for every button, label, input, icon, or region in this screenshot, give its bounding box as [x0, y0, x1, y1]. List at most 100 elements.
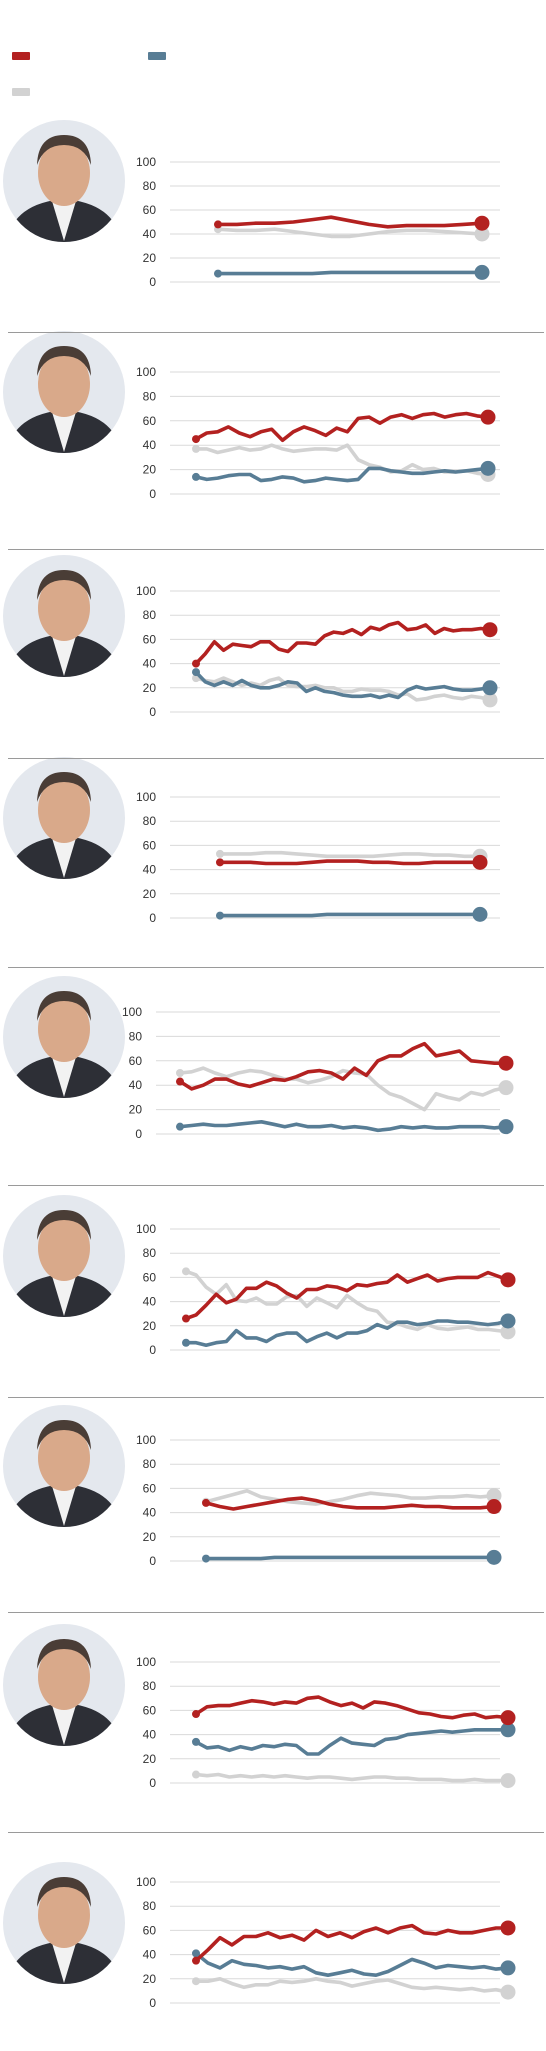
y-tick-label: 0: [149, 911, 156, 925]
y-tick-label: 0: [149, 1996, 156, 2010]
candidate-photo: [3, 1405, 125, 1527]
chart-6: 0 20 40 60 80 100: [3, 1195, 516, 1357]
series-end-marker: [486, 1549, 502, 1565]
portrait: [6, 1420, 122, 1527]
y-tick-label: 100: [136, 584, 156, 598]
series-end-marker: [482, 692, 498, 708]
series-start-marker: [192, 1770, 200, 1779]
y-tick-label: 40: [143, 227, 157, 241]
y-tick-label: 0: [149, 1776, 156, 1790]
series-start-marker: [216, 849, 224, 858]
panel-divider: [8, 1612, 544, 1613]
y-tick-label: 0: [149, 487, 156, 501]
face-shape: [38, 777, 90, 843]
series-line: [218, 850, 482, 859]
series-line: [204, 1555, 496, 1561]
panel-divider: [8, 1397, 544, 1398]
y-tick-label: 100: [122, 1005, 142, 1019]
series-start-marker: [216, 858, 224, 867]
legend-swatch-blue: [148, 52, 166, 60]
series-line: [216, 270, 484, 276]
candidate-photo: [3, 1624, 125, 1746]
series-line: [194, 411, 490, 443]
series-start-marker: [192, 472, 200, 481]
y-tick-label: 80: [143, 1246, 157, 1260]
candidate-photo: [3, 555, 125, 677]
series-line: [204, 1496, 496, 1511]
series-start-marker: [182, 1267, 190, 1276]
y-tick-label: 80: [143, 1457, 157, 1471]
hair-shape: [37, 772, 91, 802]
y-tick-label: 40: [129, 1078, 143, 1092]
series-line: [184, 1269, 510, 1334]
series-end-marker: [500, 1984, 516, 2000]
series-line: [194, 670, 492, 700]
hair-shape: [37, 570, 91, 600]
hair-shape: [37, 1877, 91, 1907]
series-line: [218, 859, 482, 866]
series-start-marker: [192, 1977, 200, 1986]
y-tick-label: 100: [136, 1655, 156, 1669]
y-tick-label: 0: [149, 275, 156, 289]
y-tick-label: 80: [143, 1899, 157, 1913]
y-tick-label: 80: [129, 1029, 143, 1043]
portrait: [6, 346, 122, 453]
shirt-shape: [52, 412, 76, 452]
series-line: [184, 1270, 510, 1321]
y-tick-label: 60: [143, 632, 157, 646]
series-line: [194, 1695, 510, 1720]
series-end-marker: [498, 1119, 514, 1135]
face-shape: [38, 351, 90, 417]
series-end-marker: [498, 1080, 514, 1096]
series-start-marker: [192, 659, 200, 668]
y-tick-label: 40: [143, 863, 157, 877]
series-line: [194, 1977, 510, 1994]
y-tick-label: 100: [136, 155, 156, 169]
series-end-marker: [486, 1499, 502, 1515]
face-shape: [38, 140, 90, 206]
y-tick-label: 60: [143, 1703, 157, 1717]
chart-1: 0 20 40 60 80 100: [3, 120, 500, 289]
series-start-marker: [202, 1554, 210, 1563]
chart-3: 0 20 40 60 80 100: [3, 555, 500, 719]
panel-divider: [8, 332, 544, 333]
y-tick-label: 80: [143, 179, 157, 193]
y-tick-label: 40: [143, 1295, 157, 1309]
y-tick-label: 20: [143, 1752, 157, 1766]
panel-divider: [8, 758, 544, 759]
face-shape: [38, 1425, 90, 1491]
series-start-marker: [214, 220, 222, 229]
series-line: [194, 1923, 510, 1963]
series-line: [194, 1728, 510, 1756]
candidate-photo: [3, 1862, 125, 1984]
series-line: [218, 912, 482, 918]
portrait: [6, 991, 122, 1098]
chart-7: 0 20 40 60 80 100: [3, 1405, 502, 1568]
candidate-photo: [3, 331, 125, 453]
shirt-shape: [52, 1705, 76, 1745]
series-end-marker: [486, 1488, 502, 1504]
series-line: [184, 1319, 510, 1347]
chart-2: 0 20 40 60 80 100: [3, 331, 500, 501]
chart-4: 0 20 40 60 80 100: [3, 757, 500, 925]
series-start-marker: [182, 1338, 190, 1347]
y-tick-label: 40: [143, 438, 157, 452]
series-end-marker: [474, 226, 490, 242]
y-tick-label: 60: [143, 838, 157, 852]
face-shape: [38, 1644, 90, 1710]
panel-divider: [8, 967, 544, 968]
series-line: [194, 1772, 510, 1783]
portrait: [6, 1877, 122, 1984]
series-start-marker: [176, 1122, 184, 1131]
series-start-marker: [192, 1710, 200, 1719]
series-end-marker: [500, 1960, 516, 1976]
series-end-marker: [500, 1313, 516, 1329]
y-tick-label: 20: [129, 1103, 143, 1117]
y-tick-label: 40: [143, 657, 157, 671]
portrait: [6, 772, 122, 879]
y-tick-label: 40: [143, 1948, 157, 1962]
y-tick-label: 80: [143, 608, 157, 622]
series-end-marker: [474, 264, 490, 280]
series-line: [194, 620, 492, 666]
